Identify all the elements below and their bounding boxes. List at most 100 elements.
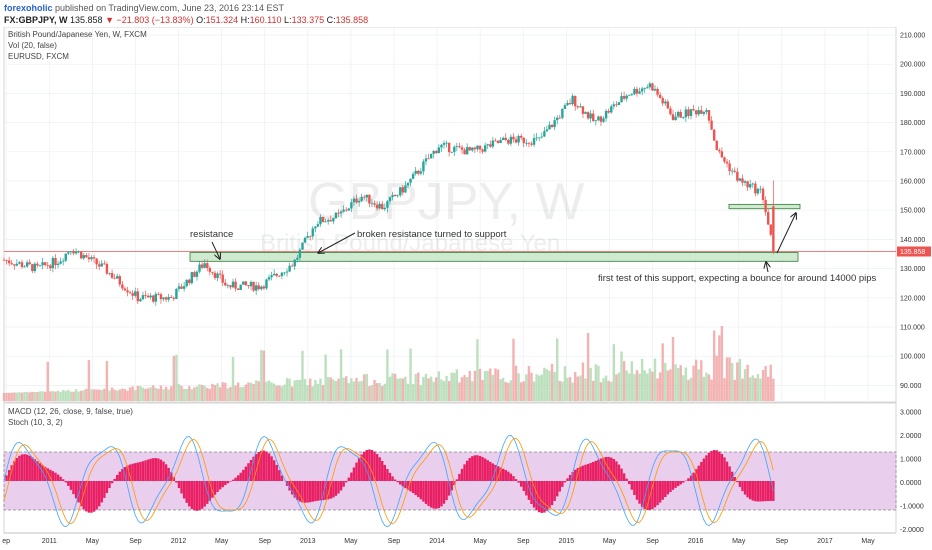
- candle-body: [159, 294, 163, 300]
- macd-bar: [77, 481, 80, 503]
- volume-bar: [257, 381, 260, 401]
- candle-body: [504, 137, 507, 140]
- macd-bar: [661, 481, 664, 500]
- candle-body: [445, 142, 448, 144]
- candle-body: [226, 285, 230, 287]
- candle-body: [118, 276, 121, 285]
- volume-bar: [489, 368, 492, 401]
- volume-bar: [298, 379, 302, 401]
- macd-bar: [172, 477, 176, 481]
- price-candles: [2, 81, 775, 306]
- main-pane[interactable]: [3, 27, 897, 403]
- indicator-legend: MACD (12, 26, close, 9, false, true) Sto…: [8, 407, 133, 427]
- volume-bar: [576, 376, 579, 401]
- macd-bar: [278, 470, 281, 481]
- candle-body: [525, 142, 528, 144]
- candle-body: [674, 116, 677, 121]
- candle-body: [244, 281, 248, 286]
- candle-body: [769, 224, 772, 235]
- legend-volume[interactable]: Vol (20, false): [8, 41, 57, 50]
- candle-body: [453, 146, 456, 152]
- candle-body: [31, 264, 34, 272]
- candle-body: [352, 198, 356, 203]
- candle-body: [764, 199, 767, 213]
- high-label: H:: [240, 15, 250, 25]
- macd-bar: [290, 481, 294, 495]
- macd-bar: [754, 481, 757, 502]
- macd-bar: [13, 461, 16, 481]
- macd-bar: [20, 454, 24, 481]
- candle-body: [643, 88, 646, 90]
- macd-bar: [113, 478, 116, 481]
- volume-bar: [705, 372, 708, 401]
- legend-compare[interactable]: EURUSD, FXCM: [8, 52, 69, 61]
- macd-bar: [23, 454, 26, 481]
- candle-body: [357, 200, 361, 203]
- candle-body: [733, 170, 736, 172]
- candle-body: [669, 108, 672, 115]
- candle-body: [761, 188, 765, 200]
- candle-body: [303, 237, 307, 243]
- volume-bar: [108, 390, 111, 401]
- candle-body: [671, 114, 675, 121]
- macd-bar: [417, 481, 420, 498]
- time-axis[interactable]: ep 2011 May Sep 2012 May Sep 2013 May Sep 2014 May S…: [2, 532, 896, 545]
- volume-bar: [453, 372, 456, 401]
- macd-bar: [525, 481, 528, 496]
- candle-body: [306, 236, 309, 238]
- candle-body: [692, 109, 695, 111]
- macd-bar: [548, 481, 551, 509]
- volume-bar: [687, 379, 690, 401]
- candle-body: [162, 297, 165, 300]
- volume-bar: [59, 391, 62, 401]
- candle-body: [185, 279, 188, 287]
- legend-stoch[interactable]: Stoch (10, 3, 2): [8, 418, 63, 427]
- candle-body: [730, 170, 734, 172]
- macd-bar: [535, 481, 538, 511]
- candle-body: [61, 260, 65, 262]
- macd-bar: [236, 475, 240, 481]
- macd-bar: [188, 481, 191, 507]
- candle-body: [442, 143, 446, 145]
- macd-bar: [38, 463, 42, 481]
- candle-body: [535, 137, 538, 139]
- change-value: ▼ −21.803 (−13.83%): [105, 15, 194, 25]
- legend-symbol[interactable]: British Pound/Japanese Yen, W, FXCM: [8, 30, 147, 39]
- macd-bar: [411, 481, 415, 494]
- volume-bar: [224, 382, 227, 401]
- macd-bar: [288, 481, 291, 491]
- macd-bar: [718, 451, 721, 481]
- price-tick-label: 150.000: [900, 208, 925, 215]
- candle-body: [404, 185, 407, 193]
- candle-body: [748, 184, 752, 188]
- macd-bar: [345, 481, 348, 483]
- symbol-label[interactable]: FX:GBPJPY, W: [4, 15, 68, 25]
- volume-bar: [149, 387, 152, 401]
- volume-bar: [530, 372, 533, 401]
- macd-bar: [200, 481, 204, 509]
- macd-bar: [347, 477, 350, 481]
- volume-bar: [728, 357, 731, 401]
- macd-bar: [571, 472, 574, 481]
- macd-bar: [170, 472, 173, 481]
- macd-bar: [756, 481, 760, 502]
- price-axis[interactable]: 210.000 200.000 190.000 180.000 170.000 160.0…: [900, 33, 925, 390]
- volume-bar: [152, 385, 155, 401]
- candle-body: [252, 281, 255, 291]
- macd-bar: [676, 481, 680, 487]
- candle-body: [422, 161, 425, 172]
- volume-bar: [278, 385, 281, 401]
- volume-bar: [640, 358, 644, 401]
- macd-bar: [748, 481, 752, 500]
- volume-bar: [182, 388, 186, 401]
- indicator-axis[interactable]: 3.0000 2.0000 1.0000 0.0000 -1.0000 -2.0000: [900, 410, 924, 535]
- macd-bar: [442, 481, 446, 504]
- macd-bar: [25, 454, 29, 481]
- chart-canvas[interactable]: GBPJPY, W British Pound/Japanese Yen Bri…: [0, 27, 932, 550]
- macd-bar: [682, 481, 685, 483]
- author-link[interactable]: forexoholic: [4, 3, 53, 13]
- candle-body: [64, 253, 67, 261]
- volume-bar: [754, 378, 757, 401]
- candle-body: [123, 288, 127, 291]
- legend-macd[interactable]: MACD (12, 26, close, 9, false, true): [8, 407, 133, 416]
